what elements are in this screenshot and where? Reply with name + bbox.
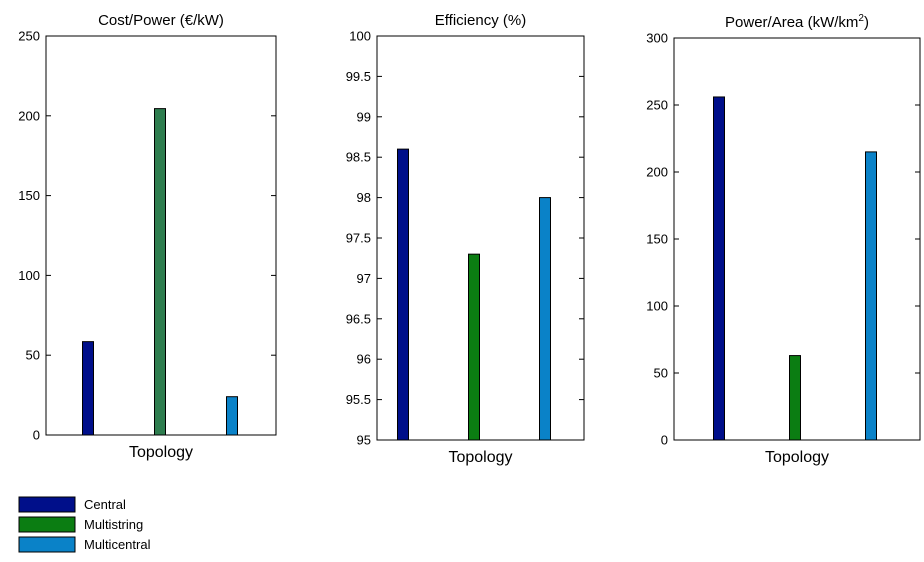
- bar-multistring: [154, 108, 166, 436]
- y-tick-label: 100: [349, 29, 371, 44]
- y-tick-label: 97.5: [346, 231, 371, 246]
- bar-multicentral: [226, 396, 238, 436]
- bar-multistring: [468, 253, 480, 441]
- y-tick-label: 150: [18, 188, 40, 203]
- chart-title-superscript: 2: [858, 13, 864, 24]
- y-tick-label: 95: [357, 433, 371, 448]
- y-tick-label: 95.5: [346, 392, 371, 407]
- y-tick-label: 98: [357, 190, 371, 205]
- bar-central: [397, 148, 409, 441]
- y-tick-label: 50: [26, 348, 40, 363]
- y-tick-label: 97: [357, 271, 371, 286]
- bar-central: [713, 96, 725, 441]
- chart-title: Cost/Power (€/kW): [98, 12, 224, 29]
- chart-panel-2: 95 95.5 96 96.5 97 97.5 98 98.5 99 99.5 100 Efficie…: [346, 12, 585, 466]
- y-tick-label: 250: [18, 29, 40, 44]
- legend-swatch-multicentral: [18, 536, 76, 553]
- chart-panel-1: 0 50 100 150 200 250 Cost/Power (€/kW) Topology: [18, 12, 277, 461]
- x-axis-label: Topology: [129, 444, 193, 461]
- bar-central: [82, 341, 94, 436]
- chart-title: Power/Area (kW/km2): [725, 13, 869, 31]
- y-tick-label: 300: [646, 31, 668, 46]
- y-tick-label: 0: [661, 433, 668, 448]
- chart-title-end: ): [864, 14, 869, 31]
- chart-title: Efficiency (%): [435, 12, 526, 29]
- y-tick-label: 150: [646, 232, 668, 247]
- y-tick-label: 50: [654, 366, 668, 381]
- y-tick-label: 99.5: [346, 69, 371, 84]
- legend-swatch-multistring: [18, 516, 76, 533]
- legend-label-central: Central: [84, 497, 126, 512]
- x-axis-label: Topology: [765, 449, 829, 466]
- y-tick-label: 98.5: [346, 150, 371, 165]
- bar-multicentral: [865, 151, 877, 441]
- bar-multicentral: [539, 197, 551, 441]
- legend-label-multistring: Multistring: [84, 517, 143, 532]
- legend-label-multicentral: Multicentral: [84, 537, 151, 552]
- chart-panel-3: 0 50 100 150 200 250 300 Power/Area (kW/km2) Top…: [646, 13, 921, 466]
- y-tick-label: 200: [646, 165, 668, 180]
- legend-swatch-central: [18, 496, 76, 513]
- bar-multistring: [789, 355, 801, 441]
- y-tick-label: 0: [33, 428, 40, 443]
- x-axis-label: Topology: [448, 449, 512, 466]
- y-tick-label: 100: [18, 268, 40, 283]
- y-tick-label: 100: [646, 299, 668, 314]
- legend: Central Multistring Multicentral: [18, 496, 151, 553]
- y-tick-label: 99: [357, 109, 371, 124]
- y-tick-label: 96.5: [346, 311, 371, 326]
- y-tick-label: 96: [357, 352, 371, 367]
- y-tick-label: 200: [18, 108, 40, 123]
- y-tick-label: 250: [646, 98, 668, 113]
